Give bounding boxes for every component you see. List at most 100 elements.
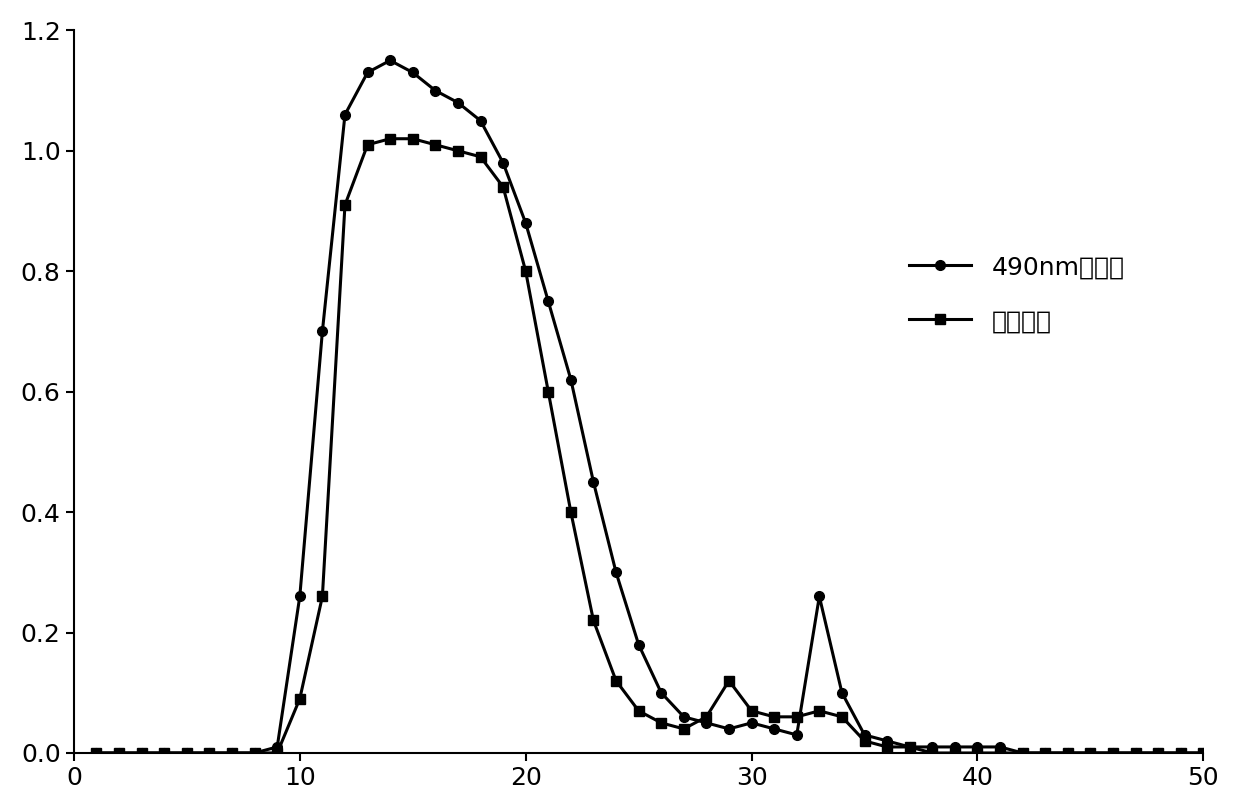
490nm吸光值: [1128, 748, 1143, 757]
490nm吸光值: [518, 218, 533, 228]
490nm吸光值: [247, 748, 262, 757]
490nm吸光值: [1151, 748, 1166, 757]
荧光强度: [383, 134, 398, 144]
490nm吸光值: [1016, 748, 1030, 757]
490nm吸光值: [134, 748, 149, 757]
荧光强度: [970, 748, 985, 757]
荧光强度: [631, 706, 646, 715]
荧光强度: [812, 706, 827, 715]
荧光强度: [112, 748, 126, 757]
490nm吸光值: [992, 742, 1007, 752]
荧光强度: [1038, 748, 1053, 757]
荧光强度: [857, 736, 872, 746]
荧光强度: [405, 134, 420, 144]
荧光强度: [790, 712, 805, 722]
荧光强度: [925, 748, 940, 757]
490nm吸光值: [1173, 748, 1188, 757]
490nm吸光值: [676, 712, 691, 722]
荧光强度: [1195, 748, 1210, 757]
490nm吸光值: [541, 297, 556, 307]
490nm吸光值: [563, 375, 578, 384]
490nm吸光值: [631, 640, 646, 650]
荧光强度: [180, 748, 195, 757]
荧光强度: [992, 748, 1007, 757]
490nm吸光值: [360, 67, 374, 77]
荧光强度: [722, 676, 737, 685]
490nm吸光值: [903, 742, 918, 752]
490nm吸光值: [812, 591, 827, 601]
荧光强度: [247, 748, 262, 757]
Line: 490nm吸光值: 490nm吸光值: [92, 56, 1208, 757]
荧光强度: [744, 706, 759, 715]
490nm吸光值: [224, 748, 239, 757]
490nm吸光值: [947, 742, 962, 752]
490nm吸光值: [89, 748, 104, 757]
490nm吸光值: [180, 748, 195, 757]
荧光强度: [134, 748, 149, 757]
490nm吸光值: [450, 98, 465, 108]
490nm吸光值: [156, 748, 171, 757]
Line: 荧光强度: 荧光强度: [92, 134, 1208, 757]
荧光强度: [903, 742, 918, 752]
荧光强度: [1173, 748, 1188, 757]
荧光强度: [337, 200, 352, 210]
490nm吸光值: [766, 724, 781, 734]
荧光强度: [1128, 748, 1143, 757]
490nm吸光值: [293, 591, 308, 601]
490nm吸光值: [405, 67, 420, 77]
490nm吸光值: [925, 742, 940, 752]
荧光强度: [1060, 748, 1075, 757]
荧光强度: [496, 182, 511, 191]
荧光强度: [518, 266, 533, 276]
荧光强度: [202, 748, 217, 757]
荧光强度: [293, 694, 308, 704]
荧光强度: [1016, 748, 1030, 757]
490nm吸光值: [699, 718, 714, 727]
荧光强度: [360, 139, 374, 149]
490nm吸光值: [383, 56, 398, 66]
490nm吸光值: [112, 748, 126, 757]
荧光强度: [270, 748, 285, 757]
荧光强度: [1151, 748, 1166, 757]
490nm吸光值: [970, 742, 985, 752]
荧光强度: [315, 591, 330, 601]
荧光强度: [676, 724, 691, 734]
490nm吸光值: [609, 568, 624, 577]
Legend: 490nm吸光值, 荧光强度: 490nm吸光值, 荧光强度: [899, 245, 1135, 343]
荧光强度: [428, 139, 443, 149]
荧光强度: [450, 146, 465, 156]
490nm吸光值: [857, 730, 872, 740]
490nm吸光值: [835, 688, 849, 697]
荧光强度: [835, 712, 849, 722]
490nm吸光值: [315, 327, 330, 337]
490nm吸光值: [428, 86, 443, 96]
490nm吸光值: [337, 109, 352, 119]
490nm吸光值: [744, 718, 759, 727]
490nm吸光值: [474, 116, 489, 126]
490nm吸光值: [202, 748, 217, 757]
490nm吸光值: [1060, 748, 1075, 757]
490nm吸光值: [790, 730, 805, 740]
荧光强度: [474, 152, 489, 161]
490nm吸光值: [587, 477, 601, 487]
荧光强度: [699, 712, 714, 722]
490nm吸光值: [496, 158, 511, 168]
490nm吸光值: [879, 736, 894, 746]
490nm吸光值: [722, 724, 737, 734]
荧光强度: [587, 616, 601, 625]
荧光强度: [947, 748, 962, 757]
荧光强度: [563, 507, 578, 517]
荧光强度: [766, 712, 781, 722]
荧光强度: [879, 742, 894, 752]
荧光强度: [541, 387, 556, 397]
490nm吸光值: [653, 688, 668, 697]
荧光强度: [653, 718, 668, 727]
荧光强度: [224, 748, 239, 757]
490nm吸光值: [1083, 748, 1097, 757]
荧光强度: [1083, 748, 1097, 757]
490nm吸光值: [1106, 748, 1121, 757]
490nm吸光值: [1195, 748, 1210, 757]
490nm吸光值: [270, 742, 285, 752]
490nm吸光值: [1038, 748, 1053, 757]
荧光强度: [609, 676, 624, 685]
